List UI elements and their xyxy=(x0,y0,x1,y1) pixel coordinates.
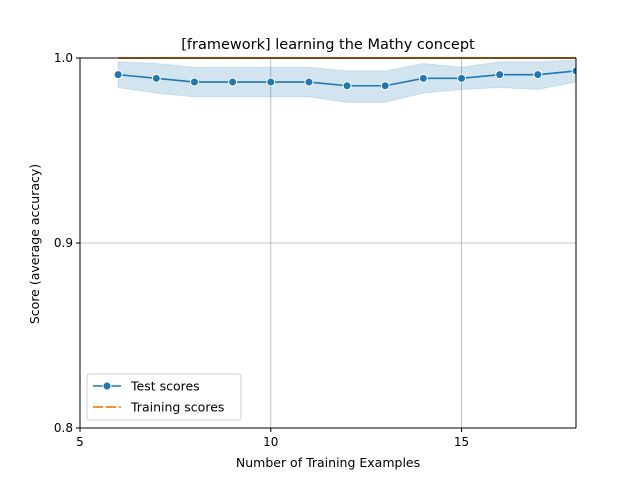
x-tick-label-0: 5 xyxy=(76,435,84,449)
legend-test-scores-marker xyxy=(102,381,112,391)
legend: Test scores Training scores xyxy=(86,373,242,421)
test-scores-point-0 xyxy=(113,70,123,80)
legend-test-scores-label: Test scores xyxy=(130,379,200,394)
chart-title: [framework] learning the Mathy concept xyxy=(181,37,475,53)
test-scores-point-9 xyxy=(457,73,467,83)
test-scores-point-11 xyxy=(533,70,543,80)
test-scores-point-1 xyxy=(151,73,161,83)
x-tick-label-2: 15 xyxy=(454,435,469,449)
test-scores-point-2 xyxy=(189,77,199,87)
test-scores-point-10 xyxy=(495,70,505,80)
test-scores-point-6 xyxy=(342,81,352,91)
test-scores-point-7 xyxy=(380,81,390,91)
y-tick-label-0: 0.8 xyxy=(54,421,73,435)
test-scores-point-5 xyxy=(304,77,314,87)
test-scores-point-4 xyxy=(266,77,276,87)
y-axis-label: Score (average accuracy) xyxy=(27,164,42,324)
x-tick-label-1: 10 xyxy=(263,435,278,449)
test-score-confidence-band xyxy=(117,59,576,103)
test-scores-point-12 xyxy=(571,66,576,76)
y-tick-label-2: 1.0 xyxy=(54,51,73,65)
test-scores-point-8 xyxy=(418,73,428,83)
test-score-points xyxy=(113,66,576,91)
test-scores-point-3 xyxy=(228,77,238,87)
y-tick-label-1: 0.9 xyxy=(54,236,73,250)
legend-box xyxy=(86,373,242,421)
x-axis-label: Number of Training Examples xyxy=(236,455,420,470)
ticks: 5 10 15 0.8 0.9 1.0 xyxy=(54,51,469,449)
grid xyxy=(79,57,576,429)
test-score-band xyxy=(117,59,576,103)
legend-training-scores-label: Training scores xyxy=(130,400,224,415)
